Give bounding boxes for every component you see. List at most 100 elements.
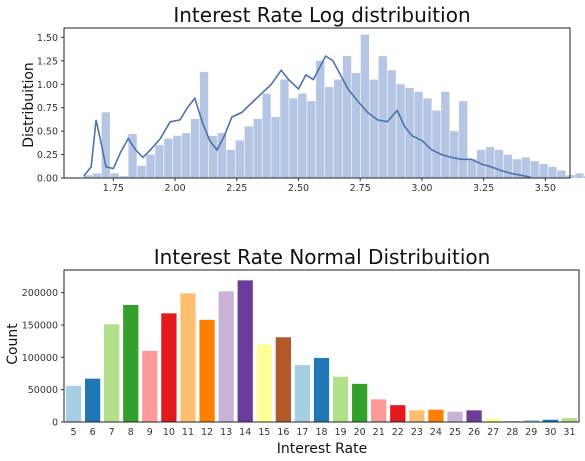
x-tick-label: 28 [506,427,518,438]
histogram-bar [360,34,370,178]
histogram-bar [423,98,432,178]
x-tick-label: 2.00 [164,183,185,194]
x-tick-label: 2.75 [350,183,371,194]
y-axis-label: Distribuition [21,62,37,148]
count-bar [313,357,330,422]
count-bar [523,420,539,422]
histogram-bar [164,138,173,178]
y-tick-label: 1.50 [37,33,58,44]
histogram-bar [441,91,450,178]
count-bar [371,399,387,422]
count-bar [409,410,425,422]
y-tick-label: 0.75 [37,103,58,114]
histogram-bar [137,165,146,178]
x-tick-label: 2.50 [288,183,309,194]
count-bars [65,280,578,422]
histogram-bar [101,112,110,178]
x-tick-label: 9 [147,427,153,438]
chart-title: Interest Rate Normal Distribuition [154,245,491,269]
x-tick-label: 16 [277,427,289,438]
histogram-bar [307,101,316,178]
histogram-bar [298,93,307,178]
x-tick-label: 5 [71,427,77,438]
x-tick-label: 13 [220,427,232,438]
histogram-bar [235,140,244,178]
y-axis-label: Count [5,323,21,365]
x-tick-label: 3.50 [535,183,556,194]
x-tick-label: 12 [201,427,213,438]
x-tick-label: 25 [449,427,461,438]
histogram-bar [92,173,102,178]
y-tick-label: 150000 [22,320,58,331]
histogram-bar [262,93,271,178]
x-tick-label: 29 [525,427,537,438]
histogram-bar [485,147,495,178]
count-bar [447,411,463,422]
histogram-bar [342,56,352,178]
x-tick-label: 3.25 [473,183,494,194]
histogram-bar [208,135,218,178]
histogram-bar [173,135,182,178]
kde-line [83,54,531,178]
count-bar [180,293,196,422]
x-tick-label: 31 [563,427,575,438]
count-bar [466,410,482,422]
histogram-bar [378,56,387,178]
histogram-bar [414,91,423,178]
x-tick-label: 10 [163,427,175,438]
x-tick-label: 24 [430,427,442,438]
x-tick-labels: 5 6 7 8 9 10 11 12 13 14 15 16 17 18 19 20 21 22 23 24 25 26 2… [71,427,576,438]
x-tick-label: 11 [182,427,194,438]
histogram-bar [432,110,441,178]
y-tick-label: 50000 [28,385,58,396]
y-tick-labels: 0.00 0.25 0.50 0.75 1.00 1.25 1.50 [37,33,64,185]
log-distribution-chart: Interest Rate Log distribuition Distribu… [21,3,585,194]
chart-title: Interest Rate Log distribuition [173,3,470,27]
plot-frame [63,269,580,423]
y-tick-label: 100000 [22,353,58,364]
histogram-bar [128,133,137,178]
count-bar [237,280,253,422]
x-tick-labels: 1.75 2.00 2.25 2.50 2.75 3.00 3.25 3.50 [103,178,556,194]
histogram-bar [369,79,379,178]
y-tick-label: 1.00 [37,80,58,91]
y-tick-labels: 0 50000 100000 150000 200000 [22,288,64,429]
x-tick-label: 22 [392,427,404,438]
y-tick-label: 200000 [22,288,58,299]
count-bar [104,324,120,422]
histogram-bar [351,73,361,178]
histogram-bar [83,175,93,178]
x-axis-label: Interest Rate [277,441,368,457]
count-bar [561,418,578,422]
count-bar [542,419,559,422]
count-bar [84,378,101,422]
histogram-bar [521,157,530,178]
histogram-bar [575,173,584,178]
y-tick-label: 1.25 [37,56,58,67]
histogram-bar [244,126,253,178]
count-bar [275,337,291,422]
count-bar [142,350,158,422]
histogram-bar [450,131,459,178]
count-bar [294,365,311,422]
histogram-bar [324,87,334,178]
x-tick-label: 20 [354,427,366,438]
count-bar [485,418,501,422]
histogram-bar [530,161,539,178]
y-tick-label: 0 [52,418,58,429]
x-tick-label: 6 [90,427,96,438]
histogram-bar [333,79,343,178]
count-bar [123,304,139,422]
x-tick-label: 15 [258,427,270,438]
histogram-bar [253,118,262,178]
y-tick-label: 0.50 [37,127,58,138]
histogram-bar [289,98,298,178]
histogram-bar [459,101,468,178]
histogram-bar [557,170,566,178]
x-tick-label: 17 [296,427,308,438]
x-tick-label: 30 [544,427,556,438]
histogram-bar [182,133,191,178]
x-tick-label: 23 [411,427,423,438]
x-tick-label: 7 [109,427,115,438]
